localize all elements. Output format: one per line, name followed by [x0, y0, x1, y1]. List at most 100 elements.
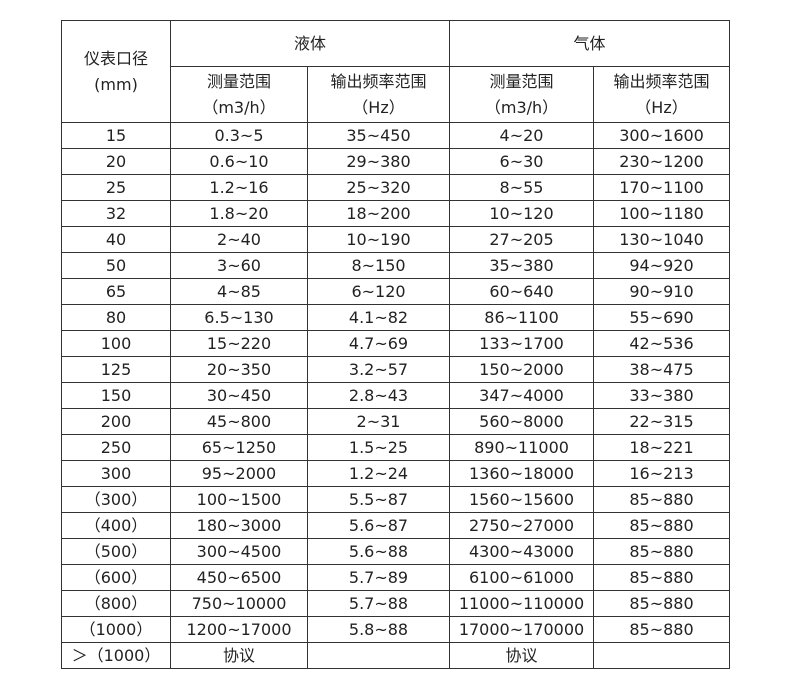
data-cell: 17000~170000 [449, 616, 595, 643]
data-cell: 85~880 [593, 564, 731, 591]
data-cell: 6~30 [449, 148, 595, 175]
data-row: 40 2~40 10~190 27~205 130~1040 [61, 226, 731, 253]
data-cell: 85~880 [593, 616, 731, 643]
header-row: 测量范围 （m3/h） 输出频率范围 （Hz） 测量范围 （m3/h） 输出频率范围 （… [62, 66, 731, 123]
data-cell: 协议 [449, 642, 595, 669]
data-row: 200 45~800 2~31 560~8000 22~315 [61, 408, 731, 435]
data-cell: 4~20 [449, 122, 595, 149]
header-cell: 测量范围 （m3/h） [449, 66, 595, 123]
data-cell: 16~213 [593, 460, 731, 487]
data-cell: 5.8~88 [306, 616, 451, 643]
data-cell: 150~2000 [449, 356, 595, 383]
data-cell: 27~205 [449, 226, 595, 253]
data-cell: 1360~18000 [449, 460, 595, 487]
data-cell: 125 [61, 356, 171, 383]
header-text: 输出频率范围 [613, 71, 710, 91]
data-cell [593, 642, 731, 669]
data-row: 80 6.5~130 4.1~82 86~1100 55~690 [61, 304, 731, 331]
data-cell: （500） [61, 538, 171, 565]
data-row: 25 1.2~16 25~320 8~55 170~1100 [61, 174, 731, 201]
header-text: （m3/h） [202, 97, 276, 117]
header-text: (mm) [94, 74, 138, 94]
data-cell: 85~880 [593, 486, 731, 513]
header-text: （m3/h） [484, 97, 559, 117]
data-row: （800） 750~10000 5.7~88 11000~110000 85~880 [61, 590, 731, 617]
header-row: 仪表口径 (mm) 液体 气体 [61, 20, 731, 123]
data-row: （1000） 1200~17000 5.8~88 17000~170000 85~880 [61, 616, 731, 643]
data-cell: 4300~43000 [449, 538, 595, 565]
table-body: 仪表口径 (mm) 液体 气体 测量范围 （m3/h） 输出频率范围 （Hz） 测量… [61, 20, 731, 669]
data-cell: 6100~61000 [449, 564, 595, 591]
data-cell: 协议 [170, 642, 308, 669]
data-cell: 2~40 [170, 226, 308, 253]
data-cell: 29~380 [306, 148, 451, 175]
data-cell: 1.8~20 [170, 200, 308, 227]
data-cell: 5.6~88 [306, 538, 451, 565]
data-cell: （300） [61, 486, 171, 513]
data-cell: 8~150 [306, 252, 451, 279]
data-cell: （800） [61, 590, 171, 617]
data-cell: 65 [61, 278, 171, 305]
data-cell: 94~920 [593, 252, 731, 279]
data-cell: 18~200 [306, 200, 451, 227]
data-cell: 35~450 [306, 122, 451, 149]
data-cell: 40 [61, 226, 171, 253]
header-cell: 液体 [169, 20, 451, 67]
data-cell: 90~910 [593, 278, 731, 305]
data-row: 20 0.6~10 29~380 6~30 230~1200 [61, 148, 731, 175]
data-cell: 50 [61, 252, 171, 279]
data-row: 32 1.8~20 18~200 10~120 100~1180 [61, 200, 731, 227]
data-cell: 150 [61, 382, 171, 409]
data-cell: 15 [61, 122, 171, 149]
data-cell: 35~380 [449, 252, 595, 279]
header-text: （Hz） [635, 97, 688, 117]
data-cell: 100 [61, 330, 171, 357]
data-cell: ＞（1000） [61, 642, 171, 669]
data-row: 15 0.3~5 35~450 4~20 300~1600 [61, 122, 731, 149]
data-cell: 133~1700 [449, 330, 595, 357]
data-cell: 38~475 [593, 356, 731, 383]
data-cell: 33~380 [593, 382, 731, 409]
data-cell: 1.2~16 [170, 174, 308, 201]
data-cell: 65~1250 [170, 434, 308, 461]
data-row: （600） 450~6500 5.7~89 6100~61000 85~880 [61, 564, 731, 591]
data-cell: 20 [61, 148, 171, 175]
data-cell: 25~320 [306, 174, 451, 201]
data-cell: 170~1100 [593, 174, 731, 201]
header-text: （Hz） [352, 97, 405, 117]
data-cell: 750~10000 [170, 590, 308, 617]
data-cell: 100~1500 [170, 486, 308, 513]
data-cell: 55~690 [593, 304, 731, 331]
header-text: 测量范围 [206, 71, 271, 91]
data-cell: 200 [61, 408, 171, 435]
data-row: 65 4~85 6~120 60~640 90~910 [61, 278, 731, 305]
data-row: （500） 300~4500 5.6~88 4300~43000 85~880 [61, 538, 731, 565]
data-cell: 5.7~89 [306, 564, 451, 591]
data-cell: 560~8000 [449, 408, 595, 435]
data-cell: 85~880 [593, 512, 731, 539]
data-cell: 60~640 [449, 278, 595, 305]
data-cell: 6.5~130 [170, 304, 308, 331]
data-cell: 85~880 [593, 538, 731, 565]
data-cell: 1.2~24 [306, 460, 451, 487]
data-cell: 300 [61, 460, 171, 487]
data-cell: 3~60 [170, 252, 308, 279]
data-cell: 22~315 [593, 408, 731, 435]
data-cell: 0.6~10 [170, 148, 308, 175]
data-cell: 10~120 [449, 200, 595, 227]
data-cell: 300~1600 [593, 122, 731, 149]
data-cell: 5.6~87 [306, 512, 451, 539]
data-cell: 890~11000 [449, 434, 595, 461]
data-cell [306, 642, 451, 669]
data-row: 150 30~450 2.8~43 347~4000 33~380 [61, 382, 731, 409]
data-cell: 450~6500 [170, 564, 308, 591]
header-cell: 测量范围 （m3/h） [170, 66, 308, 123]
data-cell: 85~880 [593, 590, 731, 617]
data-cell: 2750~27000 [449, 512, 595, 539]
data-row: ＞（1000） 协议 协议 [61, 642, 731, 669]
header-text: 测量范围 [489, 71, 554, 91]
flow-table: 仪表口径 (mm) 液体 气体 测量范围 （m3/h） 输出频率范围 （Hz） 测量… [61, 20, 731, 669]
data-cell: 4.7~69 [306, 330, 451, 357]
data-cell: （1000） [61, 616, 171, 643]
data-cell: 20~350 [170, 356, 308, 383]
